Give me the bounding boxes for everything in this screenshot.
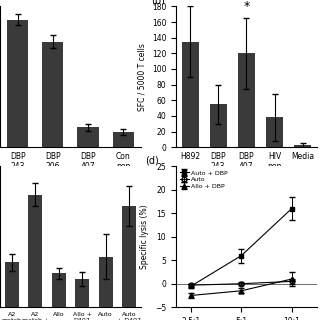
Bar [99, 257, 113, 307]
Bar [5, 262, 19, 307]
Legend: Auto + DBP, Auto, Allo + DBP: Auto + DBP, Auto, Allo + DBP [179, 170, 228, 189]
Bar [294, 145, 311, 147]
Y-axis label: SFC / 5000 T cells: SFC / 5000 T cells [137, 43, 146, 111]
Bar [210, 104, 227, 147]
Bar [28, 195, 42, 307]
Text: (d): (d) [145, 155, 159, 165]
Bar [113, 132, 134, 147]
Bar [75, 279, 89, 307]
Bar [238, 53, 255, 147]
Text: *: * [243, 0, 250, 13]
Y-axis label: Specific lysis (%): Specific lysis (%) [140, 204, 149, 269]
Text: (b): (b) [151, 0, 164, 5]
Bar [122, 206, 136, 307]
Bar [52, 273, 66, 307]
Bar [7, 20, 28, 147]
Bar [182, 42, 198, 147]
Bar [77, 127, 99, 147]
Text: *: * [187, 0, 193, 2]
Bar [42, 42, 63, 147]
Bar [266, 117, 283, 147]
